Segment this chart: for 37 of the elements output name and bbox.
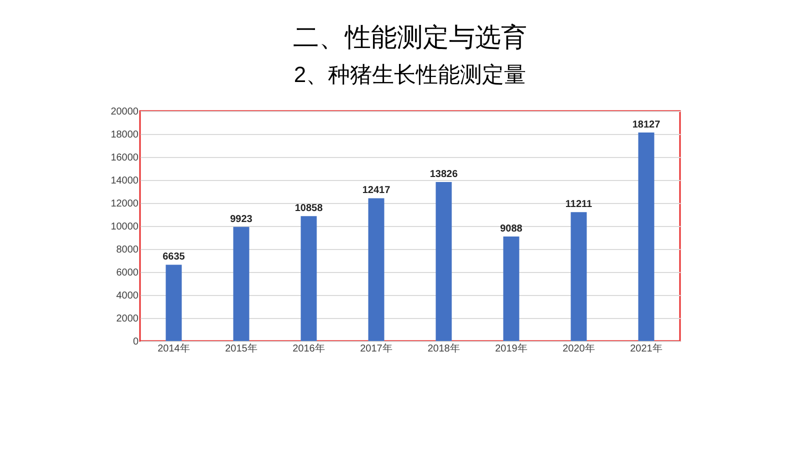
x-tick-label: 2019年 [495, 342, 528, 354]
y-tick-label: 0 [132, 336, 139, 348]
y-tick-label: 18000 [110, 130, 139, 140]
data-label: 6635 [162, 252, 186, 263]
bar [503, 236, 520, 341]
bar [570, 212, 587, 341]
data-label: 12417 [362, 185, 391, 196]
data-label: 13826 [430, 169, 458, 180]
chart-subtitle: 2、种猪生长性能测定量 [294, 62, 526, 87]
chart-title: 二、性能测定与选育 [293, 22, 527, 52]
y-tick-label: 14000 [110, 176, 139, 186]
y-tick-label: 12000 [110, 198, 139, 210]
bar [436, 182, 452, 341]
x-tick-label: 2015年 [225, 342, 258, 354]
data-label: 9088 [500, 223, 523, 234]
y-tick-label: 6000 [116, 268, 139, 278]
bar [300, 216, 317, 341]
bar [368, 198, 384, 341]
data-label: 9923 [230, 214, 253, 225]
x-tick-label: 2021年 [630, 342, 662, 354]
x-tick-label: 2014年 [158, 342, 190, 354]
y-tick-label: 20000 [110, 106, 139, 118]
x-tick-label: 2016年 [292, 342, 325, 354]
x-tick-label: 2020年 [562, 342, 595, 354]
x-tick-label: 2018年 [428, 342, 460, 354]
y-tick-label: 8000 [116, 244, 139, 256]
y-tick-label: 4000 [116, 290, 139, 302]
bar [638, 132, 654, 341]
data-label: 18127 [632, 120, 661, 131]
data-label: 10858 [294, 203, 324, 214]
y-tick-label: 16000 [110, 152, 139, 164]
x-tick-label: 2017年 [360, 342, 392, 354]
y-tick-label: 2000 [116, 314, 139, 324]
bar [166, 264, 182, 341]
data-label: 11211 [565, 199, 593, 210]
bar [233, 226, 250, 341]
y-tick-label: 10000 [110, 222, 139, 232]
